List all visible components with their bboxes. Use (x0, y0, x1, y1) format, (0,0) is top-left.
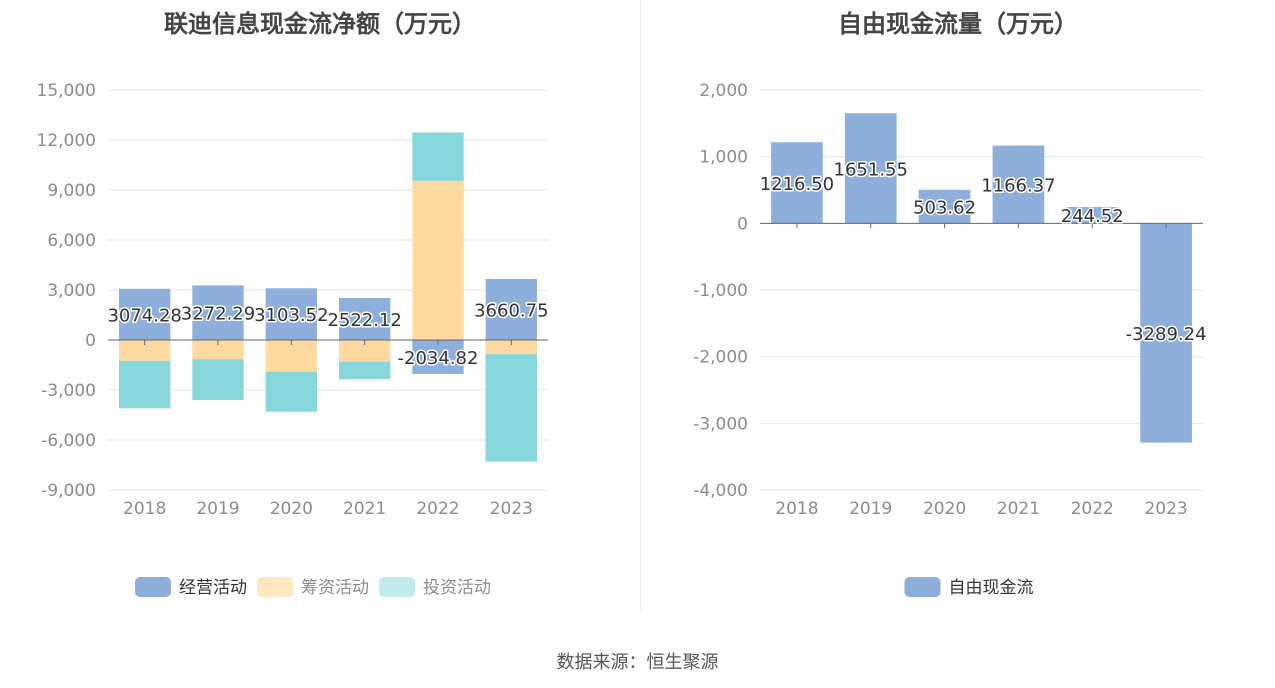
cash-flow-net-chart: 联迪信息现金流净额（万元） 15,000 12,000 9,000 6,000 3,00… (0, 0, 640, 615)
legend-swatch (257, 577, 293, 597)
y-tick-label: 1,000 (699, 148, 748, 168)
y-tick-label: 15,000 (37, 81, 96, 101)
y-tick-label: -9,000 (41, 481, 96, 501)
x-tick-label: 2018 (775, 499, 818, 519)
data-label: 3103.52 (254, 305, 328, 326)
data-label: -3289.24 (1126, 324, 1207, 345)
y-tick-label: 0 (85, 331, 96, 351)
bar-free_cash (844, 113, 897, 224)
bar-financing (119, 340, 171, 361)
x-tick-label: 2023 (490, 499, 533, 519)
bar-investing (265, 371, 317, 412)
bar-financing (192, 340, 244, 360)
free-cash-flow-chart: 自由现金流量（万元） 2,000 1,000 0 -1,000 -2,000 -3,000… (641, 0, 1275, 615)
bar-financing (412, 180, 464, 340)
panel-divider (640, 0, 641, 612)
data-source-note: 数据来源：恒生聚源 (556, 652, 719, 673)
x-tick-label: 2022 (1071, 499, 1114, 519)
bar-operating (192, 285, 244, 340)
bar-free_cash (1066, 207, 1119, 224)
bar-operating (412, 340, 464, 374)
y-tick-label: -4,000 (693, 481, 748, 501)
y-tick-label: 0 (737, 214, 748, 234)
bar-financing (265, 340, 317, 372)
bar-investing (412, 132, 464, 181)
x-tick-label: 2021 (997, 499, 1040, 519)
data-label: 3272.29 (181, 304, 255, 325)
data-label: 1216.50 (760, 174, 834, 195)
bar-investing (192, 359, 244, 400)
x-tick-label: 2019 (196, 499, 239, 519)
bar-free_cash (1140, 223, 1192, 443)
y-tick-label: -1,000 (693, 281, 748, 301)
bar-investing (485, 354, 537, 462)
bar-free_cash (992, 145, 1045, 224)
y-tick-label: -3,000 (693, 414, 748, 434)
bar-financing (339, 340, 391, 362)
x-tick-label: 2020 (270, 499, 313, 519)
y-tick-label: 9,000 (47, 181, 96, 201)
y-tick-label: -6,000 (41, 431, 96, 451)
bar-operating (119, 288, 171, 340)
x-tick-label: 2023 (1144, 499, 1187, 519)
data-label: 503.62 (913, 198, 976, 219)
x-tick-label: 2022 (416, 499, 459, 519)
x-tick-label: 2018 (123, 499, 166, 519)
x-tick-label: 2021 (343, 499, 386, 519)
cash-flow-net-plot: 15,000 12,000 9,000 6,000 3,000 0 -3,000 -6,000… (37, 81, 551, 598)
data-label: 3660.75 (474, 300, 548, 321)
bar-free_cash (918, 189, 971, 224)
y-tick-label: 2,000 (699, 81, 748, 101)
y-tick-label: 6,000 (47, 231, 96, 251)
legend-swatch (904, 577, 941, 597)
legend-swatch (379, 577, 415, 597)
data-label: 244.52 (1061, 206, 1124, 227)
data-label: 1166.37 (981, 175, 1055, 196)
bar-operating (265, 288, 317, 340)
x-tick-label: 2019 (849, 499, 892, 519)
legend-label: 筹资活动 (301, 578, 369, 598)
data-label: 2522.12 (327, 310, 401, 331)
x-tick-label: 2020 (923, 499, 966, 519)
data-label: 1651.55 (834, 159, 908, 180)
bar-free_cash (771, 142, 823, 224)
y-tick-label: 3,000 (47, 281, 96, 301)
bar-investing (119, 360, 171, 409)
legend-label: 经营活动 (179, 578, 247, 598)
legend-swatch (135, 577, 171, 597)
legend-label: 自由现金流 (949, 578, 1034, 598)
data-label: 3074.28 (107, 305, 181, 326)
bar-investing (339, 361, 391, 380)
y-tick-label: -2,000 (693, 348, 748, 368)
chart-title: 自由现金流量（万元） (838, 10, 1078, 38)
chart-title: 联迪信息现金流净额（万元） (164, 10, 476, 38)
free-cash-flow-plot: 2,000 1,000 0 -1,000 -2,000 -3,000 -4,000 2018 2… (693, 81, 1208, 598)
y-tick-label: -3,000 (41, 381, 96, 401)
y-tick-label: 12,000 (37, 131, 96, 151)
bar-operating (485, 278, 537, 340)
bar-operating (339, 297, 391, 340)
bar-financing (485, 340, 537, 355)
legend-label: 投资活动 (423, 578, 491, 598)
data-label: -2034.82 (398, 348, 479, 369)
